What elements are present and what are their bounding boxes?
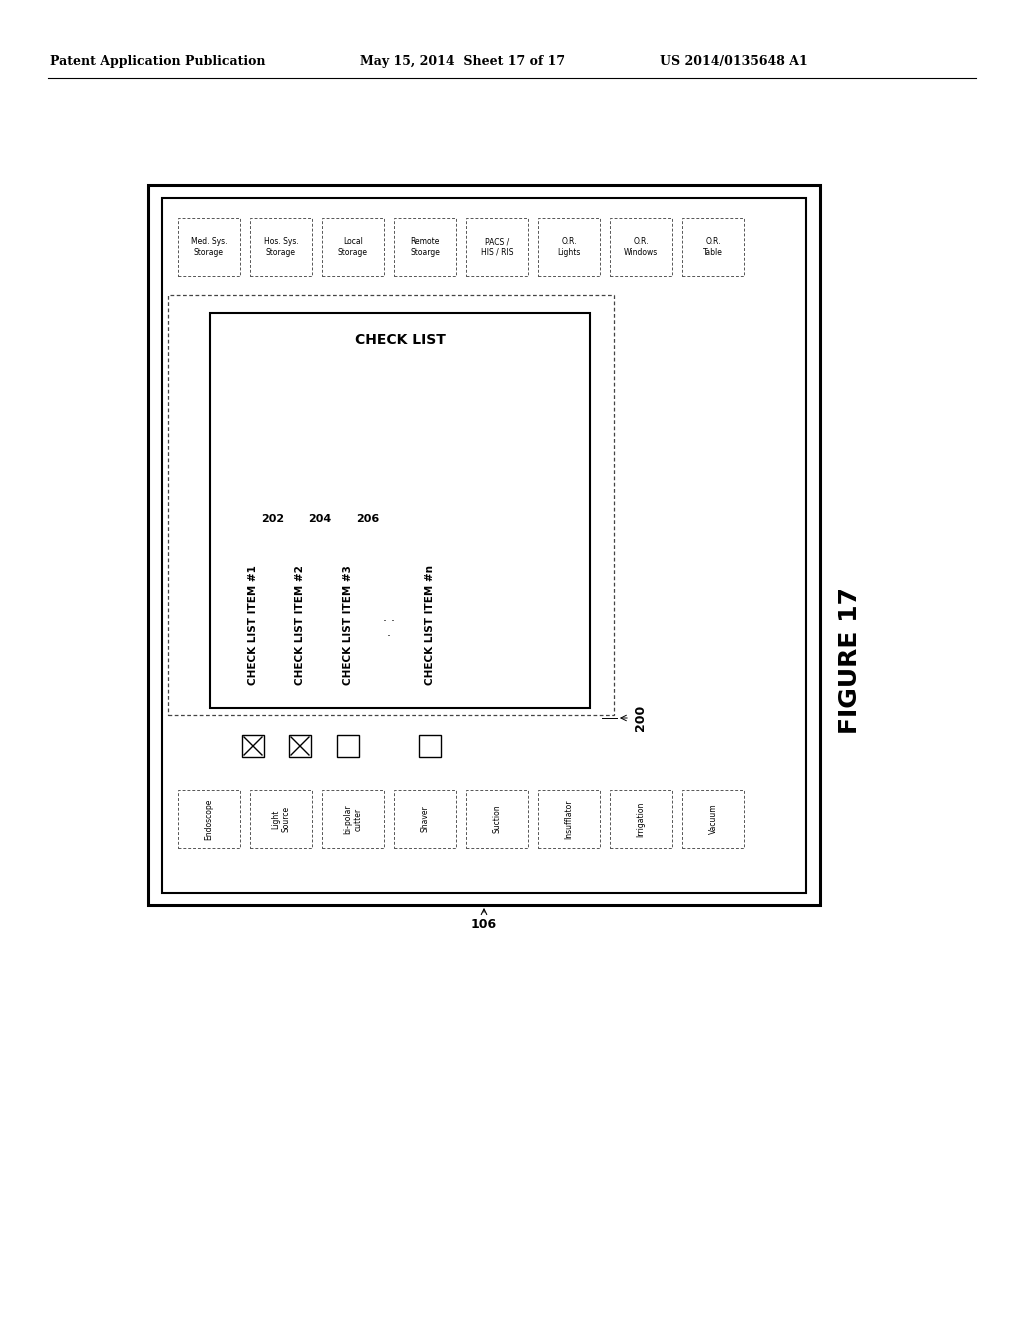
Bar — [466, 789, 528, 847]
Bar — [682, 218, 744, 276]
Text: Insufflator: Insufflator — [564, 799, 573, 838]
Text: Med. Sys.
Storage: Med. Sys. Storage — [190, 238, 227, 256]
Text: Local
Storage: Local Storage — [338, 238, 368, 256]
Bar — [394, 789, 456, 847]
Text: May 15, 2014  Sheet 17 of 17: May 15, 2014 Sheet 17 of 17 — [360, 55, 565, 69]
Text: Remote
Stoarge: Remote Stoarge — [410, 238, 440, 256]
Text: O.R.
Lights: O.R. Lights — [557, 238, 581, 256]
Text: CHECK LIST: CHECK LIST — [354, 333, 445, 347]
Text: 202: 202 — [261, 513, 284, 524]
Bar — [178, 789, 240, 847]
Bar — [419, 735, 441, 756]
Text: 204: 204 — [308, 513, 331, 524]
Text: CHECK LIST ITEM #2: CHECK LIST ITEM #2 — [295, 565, 305, 685]
Text: Irrigation: Irrigation — [637, 801, 645, 837]
Bar — [394, 218, 456, 276]
Text: PACS /
HIS / RIS: PACS / HIS / RIS — [480, 238, 513, 256]
Bar — [250, 218, 312, 276]
Bar — [322, 218, 384, 276]
Bar — [162, 198, 806, 894]
Text: Patent Application Publication: Patent Application Publication — [50, 55, 265, 69]
Bar — [682, 789, 744, 847]
Bar — [466, 218, 528, 276]
Bar — [538, 789, 600, 847]
Bar — [250, 789, 312, 847]
Bar — [148, 185, 820, 906]
Text: 206: 206 — [356, 513, 379, 524]
Bar — [178, 218, 240, 276]
Text: FIGURE 17: FIGURE 17 — [838, 586, 862, 734]
Text: O.R.
Windows: O.R. Windows — [624, 238, 658, 256]
Text: CHECK LIST ITEM #3: CHECK LIST ITEM #3 — [343, 565, 353, 685]
Bar — [168, 294, 614, 715]
Text: Hos. Sys.
Storage: Hos. Sys. Storage — [263, 238, 298, 256]
Text: CHECK LIST ITEM #n: CHECK LIST ITEM #n — [425, 565, 435, 685]
Bar — [289, 735, 311, 756]
Text: bi-polar
cutter: bi-polar cutter — [343, 804, 362, 834]
Bar — [210, 313, 590, 708]
Bar — [322, 789, 384, 847]
Text: Endoscope: Endoscope — [205, 799, 213, 840]
Text: . .
.: . . . — [383, 611, 395, 639]
Text: O.R.
Table: O.R. Table — [703, 238, 723, 256]
Text: 106: 106 — [471, 917, 497, 931]
Text: US 2014/0135648 A1: US 2014/0135648 A1 — [660, 55, 808, 69]
Text: Shaver: Shaver — [421, 805, 429, 833]
Bar — [610, 218, 672, 276]
Text: Light
Source: Light Source — [271, 807, 291, 832]
Text: Vacuum: Vacuum — [709, 804, 718, 834]
Bar — [337, 735, 359, 756]
Text: CHECK LIST ITEM #1: CHECK LIST ITEM #1 — [248, 565, 258, 685]
Bar — [242, 735, 264, 756]
Text: 200: 200 — [634, 705, 647, 731]
Text: Suction: Suction — [493, 805, 502, 833]
Bar — [610, 789, 672, 847]
Bar — [538, 218, 600, 276]
